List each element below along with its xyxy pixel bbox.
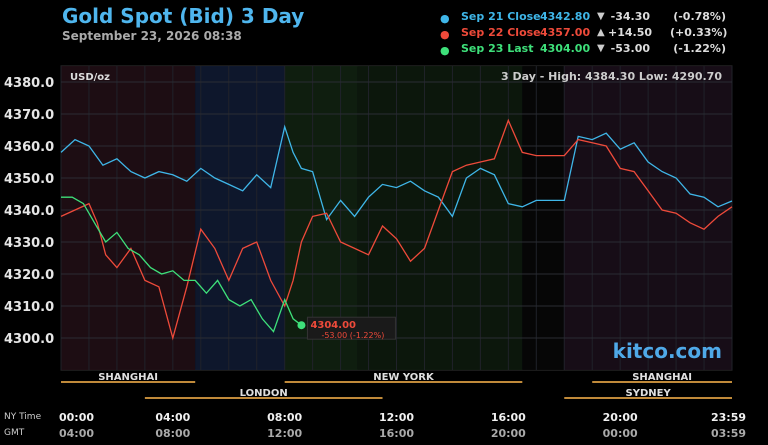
chart-title: Gold Spot (Bid) 3 Day (62, 4, 305, 28)
last-price-marker (297, 321, 306, 330)
legend-value: 4357.00 (540, 26, 591, 39)
up-arrow-icon: ▲ (597, 27, 605, 38)
series-line (61, 196, 302, 333)
legend-change: +14.50 (608, 26, 653, 39)
legend-percent: (-1.22%) (673, 42, 726, 55)
legend-name: Sep 21 Close (461, 10, 541, 23)
x-tick-label-gmt: 00:00 (603, 427, 638, 440)
legend-percent: (-0.78%) (673, 10, 726, 23)
legend-name: Sep 23 Last (461, 42, 534, 55)
legend-value: 4304.00 (540, 42, 591, 55)
x-tick-label-gmt: 03:59 (711, 427, 746, 440)
y-tick-label: 4350.0 (4, 172, 54, 187)
legend-change: -53.00 (610, 42, 650, 55)
legend-change: -34.30 (610, 10, 650, 23)
legend-dot-icon: ● (440, 44, 450, 57)
x-tick-label-ny: 00:00 (59, 411, 94, 424)
legend-dot-icon: ● (440, 12, 450, 25)
y-tick-label: 4330.0 (4, 236, 54, 251)
y-tick-label: 4380.0 (4, 76, 54, 91)
legend-value: 4342.80 (540, 10, 591, 23)
x-tick-label-gmt: 04:00 (59, 427, 94, 440)
down-arrow-icon: ▼ (597, 11, 605, 22)
session-label: NEW YORK (373, 372, 435, 383)
session-band (195, 66, 285, 370)
session-band (522, 66, 565, 370)
x-tick-label-ny: 16:00 (491, 411, 526, 424)
x-tick-label-ny: 12:00 (379, 411, 414, 424)
x-tick-label-gmt: 08:00 (155, 427, 190, 440)
y-tick-label: 4300.0 (4, 332, 54, 347)
legend-percent: (+0.33%) (670, 26, 728, 39)
last-price-box (306, 316, 396, 340)
x-tick-label-ny: 04:00 (155, 411, 190, 424)
session-label: SHANGHAI (98, 372, 158, 383)
gmt-label: GMT (4, 428, 25, 438)
y-tick-label: 4370.0 (4, 108, 54, 123)
session-label: SHANGHAI (632, 372, 692, 383)
x-tick-label-ny: 23:59 (711, 411, 746, 424)
y-tick-label: 4320.0 (4, 268, 54, 283)
watermark: kitco.com (613, 339, 722, 363)
unit-label: USD/oz (70, 72, 110, 83)
down-arrow-icon: ▼ (597, 43, 605, 54)
legend-name: Sep 22 Close (461, 26, 541, 39)
series-line (60, 124, 733, 222)
session-label: LONDON (240, 388, 288, 399)
session-label: SYDNEY (626, 388, 672, 399)
x-tick-label-gmt: 16:00 (379, 427, 414, 440)
ny-time-label: NY Time (4, 412, 42, 422)
x-tick-label-ny: 20:00 (603, 411, 638, 424)
legend-dot-icon: ● (440, 28, 450, 41)
chart-timestamp: September 23, 2026 08:38 (62, 29, 242, 43)
series-line (60, 118, 733, 341)
y-tick-label: 4340.0 (4, 204, 54, 219)
x-tick-label-gmt: 20:00 (491, 427, 526, 440)
x-tick-label-gmt: 12:00 (267, 427, 302, 440)
y-tick-label: 4360.0 (4, 140, 54, 155)
last-price-change: -53.00 (-1.22%) (321, 331, 384, 340)
range-summary: 3 Day - High: 4384.30 Low: 4290.70 (501, 70, 722, 83)
y-tick-label: 4310.0 (4, 300, 54, 315)
last-price-value: 4304.00 (310, 320, 356, 331)
x-tick-label-ny: 08:00 (267, 411, 302, 424)
session-band (61, 66, 196, 370)
